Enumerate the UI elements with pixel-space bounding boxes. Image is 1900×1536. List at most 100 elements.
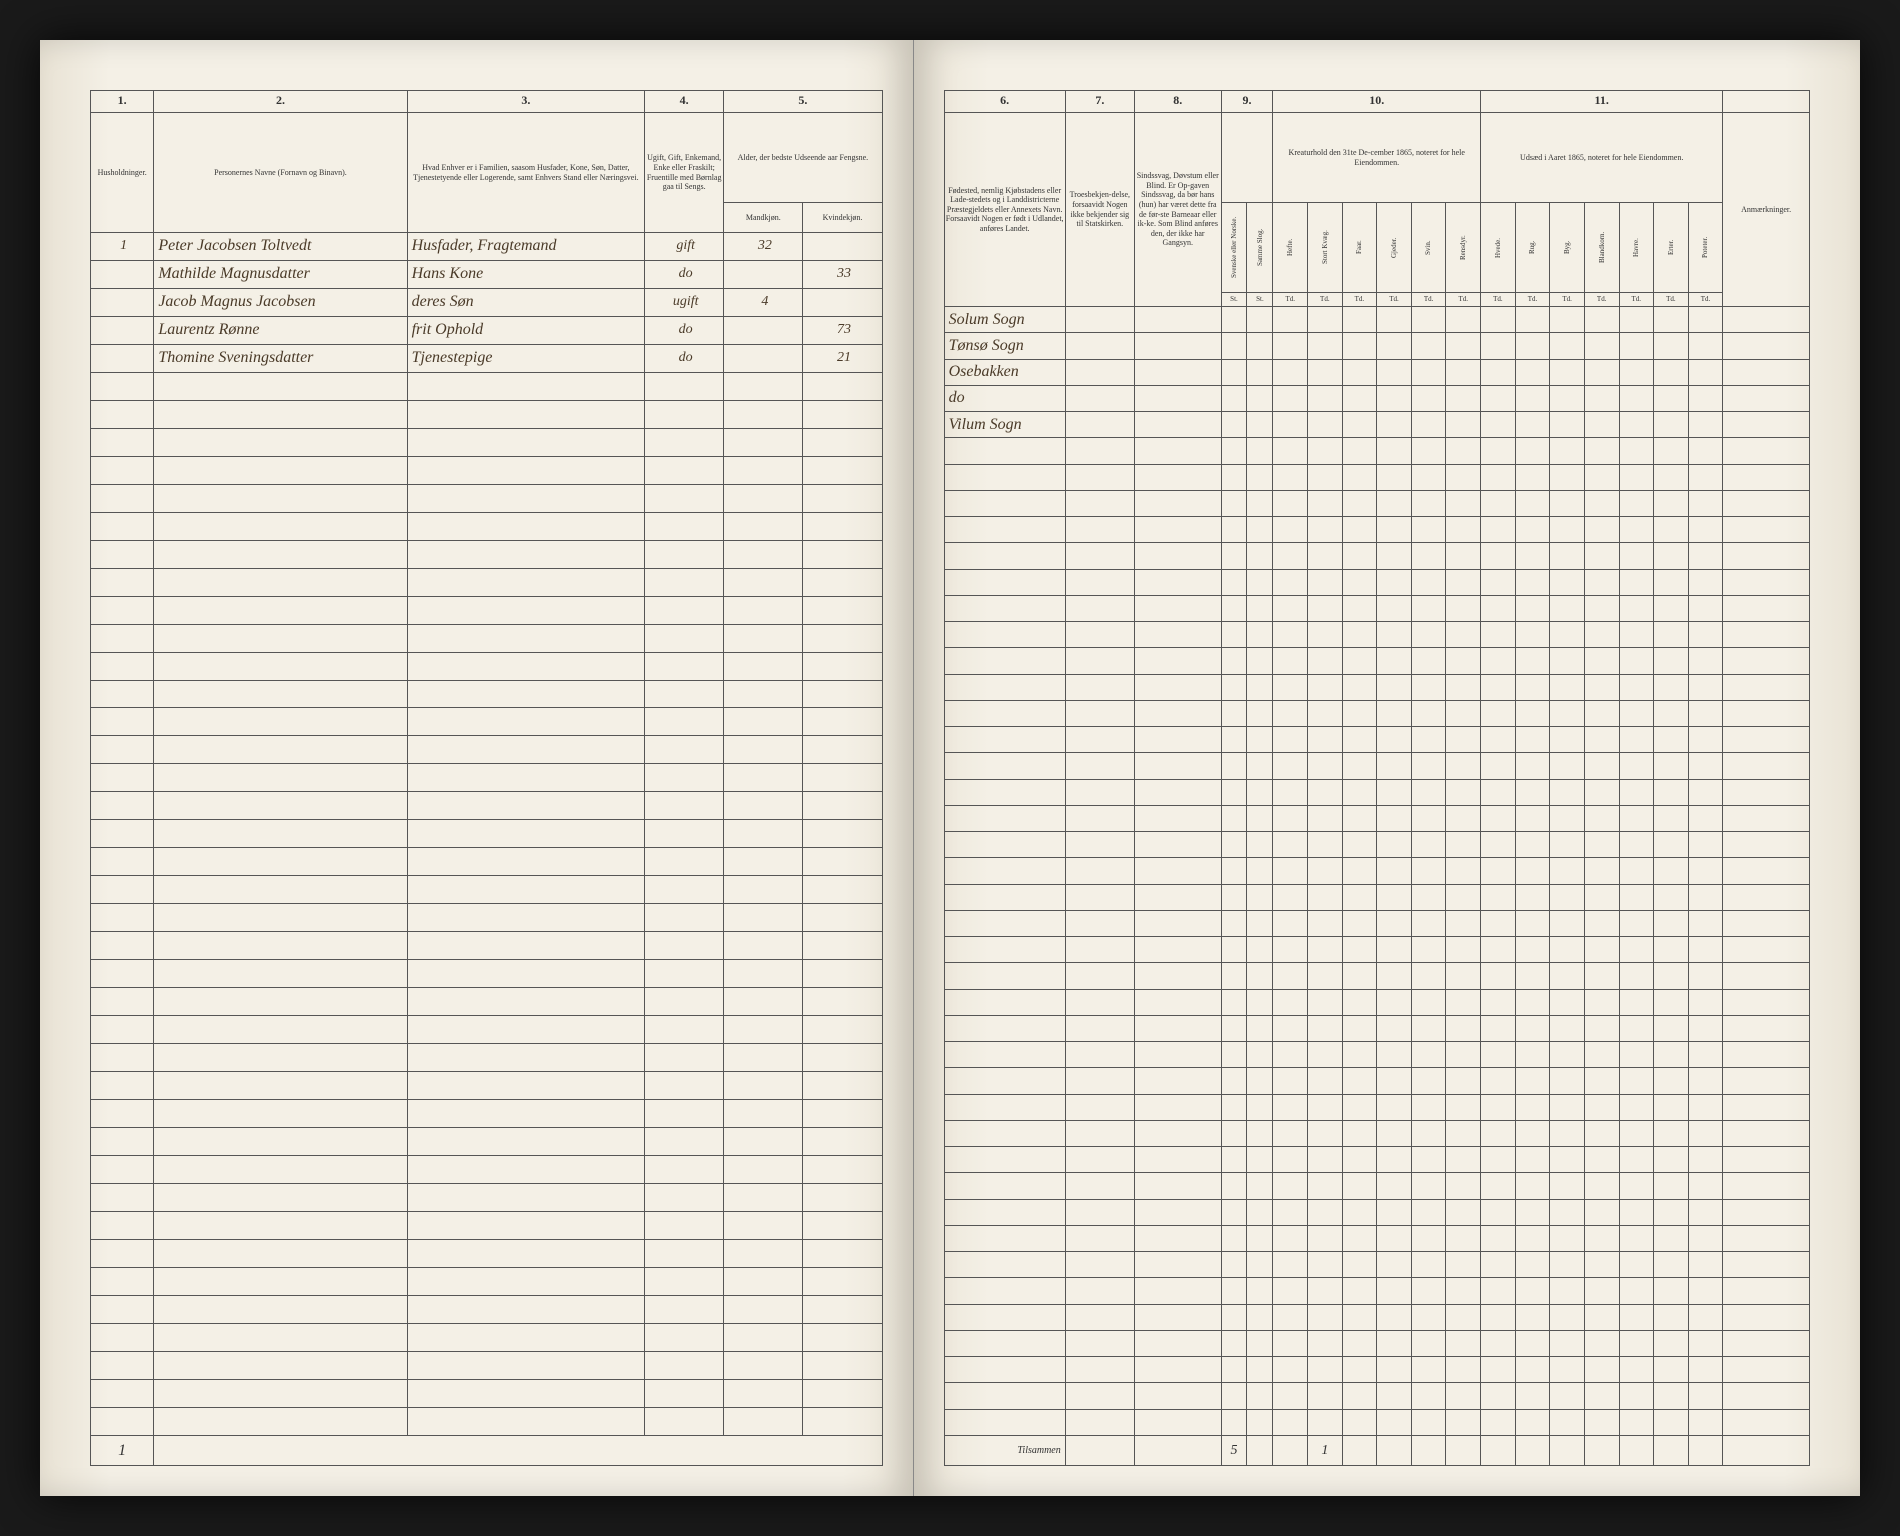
cell-status: do bbox=[645, 316, 724, 344]
empty-row bbox=[944, 937, 1809, 963]
empty-row bbox=[91, 1267, 883, 1295]
col-header-row: Husholdninger. Personernes Navne (Fornav… bbox=[91, 113, 883, 203]
empty-row bbox=[91, 736, 883, 764]
empty-row bbox=[944, 1304, 1809, 1330]
empty-row bbox=[91, 708, 883, 736]
empty-row bbox=[91, 876, 883, 904]
cell-age-f: 73 bbox=[803, 316, 882, 344]
empty-row bbox=[944, 517, 1809, 543]
empty-row bbox=[944, 727, 1809, 753]
empty-row bbox=[91, 568, 883, 596]
cell-age-m: 4 bbox=[724, 288, 803, 316]
empty-row bbox=[91, 932, 883, 960]
empty-row bbox=[944, 1015, 1809, 1041]
empty-row bbox=[944, 805, 1809, 831]
cell-status: ugift bbox=[645, 288, 724, 316]
empty-row bbox=[91, 848, 883, 876]
empty-row bbox=[944, 779, 1809, 805]
col-num-11: 11. bbox=[1481, 91, 1723, 113]
empty-row bbox=[944, 1357, 1809, 1383]
col-num-3: 3. bbox=[407, 91, 644, 113]
col-num-8: 8. bbox=[1134, 91, 1221, 113]
empty-row bbox=[944, 858, 1809, 884]
empty-row bbox=[944, 753, 1809, 779]
empty-row bbox=[944, 622, 1809, 648]
header-role: Hvad Enhver er i Familien, saasom Husfad… bbox=[407, 113, 644, 233]
empty-row bbox=[944, 1094, 1809, 1120]
cell-household bbox=[91, 260, 154, 288]
cell-age-f: 21 bbox=[803, 344, 882, 372]
empty-row bbox=[91, 1323, 883, 1351]
empty-row bbox=[91, 1351, 883, 1379]
empty-row bbox=[91, 1100, 883, 1128]
empty-row bbox=[944, 438, 1809, 464]
empty-row bbox=[91, 652, 883, 680]
empty-row bbox=[91, 904, 883, 932]
empty-row bbox=[91, 1407, 883, 1435]
empty-row bbox=[91, 456, 883, 484]
table-row: Solum Sogn bbox=[944, 307, 1809, 333]
subheader-male: Mandkjøn. bbox=[724, 203, 803, 233]
empty-row bbox=[944, 1173, 1809, 1199]
sub-10e: Svin. bbox=[1424, 205, 1432, 290]
cell-role: frit Ophold bbox=[407, 316, 644, 344]
left-page: 1. 2. 3. 4. 5. Husholdninger. Personerne… bbox=[40, 40, 914, 1496]
empty-row bbox=[944, 1147, 1809, 1173]
col-num-1: 1. bbox=[91, 91, 154, 113]
cell-age-f bbox=[803, 288, 882, 316]
cell-name: Jacob Magnus Jacobsen bbox=[154, 288, 407, 316]
empty-row bbox=[91, 764, 883, 792]
cell-birthplace: Tønsø Sogn bbox=[944, 333, 1065, 359]
cell-age-m bbox=[724, 344, 803, 372]
header-faith: Troesbekjen-delse, forsaavidt Nogen ikke… bbox=[1065, 113, 1134, 307]
empty-row bbox=[944, 1330, 1809, 1356]
col-num-9: 9. bbox=[1221, 91, 1273, 113]
header-seed: Udsæd i Aaret 1865, noteret for hele Eie… bbox=[1481, 113, 1723, 203]
col-num-row: 1. 2. 3. 4. 5. bbox=[91, 91, 883, 113]
table-row: Mathilde Magnusdatter Hans Kone do 33 bbox=[91, 260, 883, 288]
footer-household-count: 1 bbox=[91, 1436, 154, 1466]
empty-row bbox=[91, 428, 883, 456]
empty-row bbox=[944, 1068, 1809, 1094]
col-num-5: 5. bbox=[724, 91, 882, 113]
empty-row bbox=[944, 989, 1809, 1015]
left-footer: 1 bbox=[91, 1436, 883, 1466]
col-num-10: 10. bbox=[1273, 91, 1481, 113]
empty-row bbox=[91, 624, 883, 652]
cell-household bbox=[91, 344, 154, 372]
sub-11d: Blandkorn. bbox=[1598, 205, 1606, 290]
col-header-row-r: Fødested, nemlig Kjøbstadens eller Lade-… bbox=[944, 113, 1809, 203]
sub-10f: Rensdyr. bbox=[1459, 205, 1467, 290]
empty-row bbox=[91, 1155, 883, 1183]
empty-row bbox=[944, 1383, 1809, 1409]
empty-row bbox=[944, 595, 1809, 621]
cell-age-f: 33 bbox=[803, 260, 882, 288]
col-num-row-r: 6. 7. 8. 9. 10. 11. bbox=[944, 91, 1809, 113]
sub-11f: Erter. bbox=[1667, 205, 1675, 290]
cell-birthplace: Osebakken bbox=[944, 359, 1065, 385]
empty-row bbox=[944, 700, 1809, 726]
cell-status: do bbox=[645, 344, 724, 372]
sub-11c: Byg. bbox=[1563, 205, 1571, 290]
empty-row bbox=[91, 792, 883, 820]
cell-name: Laurentz Rønne bbox=[154, 316, 407, 344]
cell-status: gift bbox=[645, 233, 724, 261]
empty-row bbox=[944, 1252, 1809, 1278]
table-row: Tønsø Sogn bbox=[944, 333, 1809, 359]
header-livestock: Kreaturhold den 31te De-cember 1865, not… bbox=[1273, 113, 1481, 203]
empty-row bbox=[944, 674, 1809, 700]
table-row: do bbox=[944, 385, 1809, 411]
empty-row bbox=[91, 1183, 883, 1211]
empty-row bbox=[91, 1044, 883, 1072]
empty-row bbox=[91, 960, 883, 988]
col-num-6: 6. bbox=[944, 91, 1065, 113]
header-disability: Sindssvag, Døvstum eller Blind. Er Op-ga… bbox=[1134, 113, 1221, 307]
subheader-female: Kvindekjøn. bbox=[803, 203, 882, 233]
header-name: Personernes Navne (Fornavn og Binavn). bbox=[154, 113, 407, 233]
empty-row bbox=[91, 820, 883, 848]
empty-row bbox=[944, 1409, 1809, 1436]
empty-row bbox=[91, 400, 883, 428]
empty-row bbox=[91, 1072, 883, 1100]
table-row: Laurentz Rønne frit Ophold do 73 bbox=[91, 316, 883, 344]
sub-10d: Gjeder. bbox=[1390, 205, 1398, 290]
